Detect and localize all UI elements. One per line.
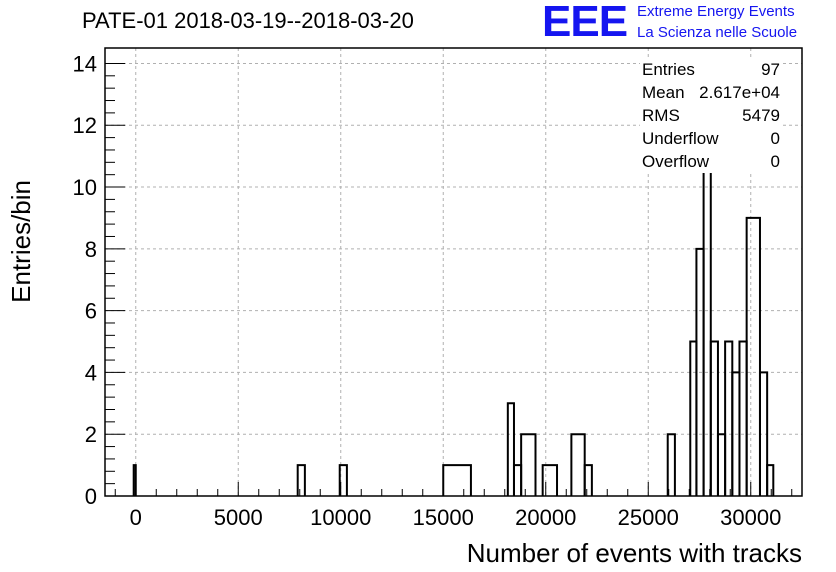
logo-mark: EEE xyxy=(542,0,628,46)
y-tick-label: 2 xyxy=(85,422,97,447)
y-tick-label: 8 xyxy=(85,237,97,262)
x-tick-label: 0 xyxy=(130,505,142,530)
y-tick-label: 10 xyxy=(73,175,97,200)
stat-value: 0 xyxy=(770,152,780,171)
y-tick-label: 14 xyxy=(73,51,97,76)
chart-title: PATE-01 2018-03-19--2018-03-20 xyxy=(82,8,414,33)
stat-name: Entries xyxy=(642,60,695,79)
stat-row-rms: RMS 5479 xyxy=(640,104,782,127)
histogram-bin xyxy=(442,464,472,496)
histogram-bin xyxy=(666,433,676,496)
stat-name: Overflow xyxy=(642,152,710,171)
x-axis-label: Number of events with tracks xyxy=(466,538,802,568)
logo-line-2: La Scienza nelle Scuole xyxy=(637,24,798,41)
histogram-bin xyxy=(738,340,748,496)
x-tick-label: 25000 xyxy=(618,505,679,530)
x-tick-label: 5000 xyxy=(214,505,263,530)
histogram-bin xyxy=(132,464,137,496)
histogram-bin xyxy=(724,340,734,496)
histogram-bin xyxy=(541,464,559,496)
stat-row-mean: Mean 2.617e+04 xyxy=(640,81,782,104)
stat-name: RMS xyxy=(642,106,680,125)
x-tick-label: 10000 xyxy=(310,505,371,530)
x-tick-label: 30000 xyxy=(720,505,781,530)
y-tick-label: 0 xyxy=(85,484,97,509)
histogram-bin xyxy=(766,464,775,496)
histogram-bin xyxy=(745,216,761,496)
histogram-bin xyxy=(716,433,727,496)
eee-logo: EEE Extreme Energy Events La Scienza nel… xyxy=(540,0,836,50)
x-tick-label: 20000 xyxy=(515,505,576,530)
stat-name: Underflow xyxy=(642,129,719,148)
y-tick-label: 12 xyxy=(73,113,97,138)
stat-row-entries: Entries 97 xyxy=(640,58,782,81)
histogram-bin xyxy=(758,371,769,496)
histogram-bin xyxy=(296,464,306,496)
stat-row-underflow: Underflow 0 xyxy=(640,127,782,150)
plot-frame xyxy=(104,47,803,497)
y-tick-label: 6 xyxy=(85,299,97,324)
y-tick-label: 4 xyxy=(85,360,97,385)
stat-value: 0 xyxy=(770,129,780,148)
histogram-bin xyxy=(338,464,348,496)
stat-value: 97 xyxy=(761,60,780,79)
histogram-bars xyxy=(132,62,775,496)
axis-ticks xyxy=(105,62,793,497)
stat-value: 5479 xyxy=(742,106,780,125)
stats-box: Entries 97 Mean 2.617e+04 RMS 5479 Under… xyxy=(640,58,782,173)
x-tick-label: 15000 xyxy=(413,505,474,530)
stat-value: 2.617e+04 xyxy=(699,83,780,102)
y-axis-label-text: Entries/bin xyxy=(6,180,36,303)
logo-line-1: Extreme Energy Events xyxy=(637,3,795,20)
histogram-bin xyxy=(506,402,515,496)
histogram-bin xyxy=(709,340,719,496)
axis-tick-labels: 0 5000 10000 15000 20000 25000 30000 0 2 4 6 8 10 12 1… xyxy=(73,51,782,530)
stat-name: Mean xyxy=(642,83,685,102)
histogram-bin xyxy=(520,433,537,496)
stat-row-overflow: Overflow 0 xyxy=(640,150,782,173)
histogram-bin xyxy=(570,433,586,496)
histogram-bin xyxy=(583,464,593,496)
histogram-bin xyxy=(512,464,523,496)
